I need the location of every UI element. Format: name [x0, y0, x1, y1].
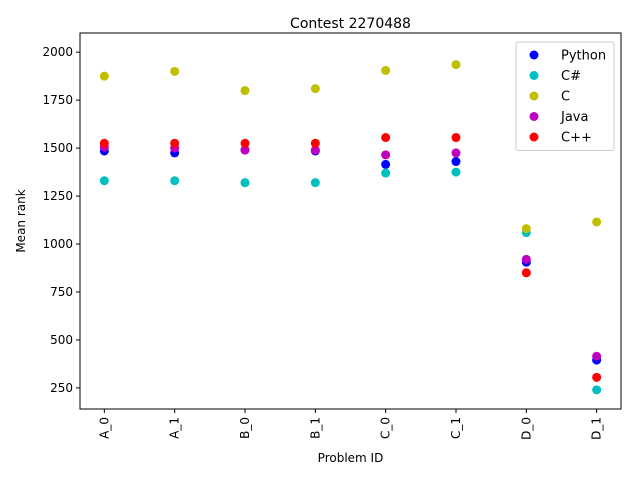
data-point	[521, 254, 531, 264]
x-tick-label: B_1	[308, 417, 322, 439]
data-point	[99, 176, 109, 186]
series-c-	[99, 133, 602, 382]
data-point	[381, 168, 391, 178]
data-point	[451, 148, 461, 158]
legend-label: Python	[561, 49, 606, 64]
legend-label: C#	[561, 69, 581, 84]
y-tick-label: 1250	[42, 189, 73, 203]
data-point	[592, 372, 602, 382]
data-point	[99, 71, 109, 81]
data-point	[592, 385, 602, 395]
data-point	[240, 138, 250, 148]
legend-marker	[529, 112, 539, 121]
y-tick-label: 250	[50, 381, 73, 395]
y-tick-label: 1500	[42, 141, 73, 155]
data-point	[310, 138, 320, 148]
chart-title: Contest 2270488	[290, 16, 411, 32]
data-point	[240, 86, 250, 96]
y-tick-label: 1000	[42, 237, 73, 251]
data-point	[592, 217, 602, 227]
data-point	[310, 178, 320, 188]
data-point	[592, 351, 602, 361]
series-c-	[99, 167, 602, 395]
data-point	[170, 176, 180, 186]
data-point	[451, 157, 461, 167]
data-point	[451, 60, 461, 70]
data-point	[170, 66, 180, 76]
y-axis: 250 500 750 1000 1250 1500 1750 2000	[42, 45, 80, 395]
data-point	[240, 145, 250, 155]
legend-marker	[529, 132, 539, 142]
x-tick-label: C_1	[449, 417, 463, 439]
data-point	[310, 145, 320, 155]
x-tick-label: C_0	[379, 417, 393, 439]
x-tick-label: D_1	[590, 417, 604, 440]
y-tick-label: 2000	[42, 45, 73, 59]
data-point	[521, 224, 531, 234]
x-axis: A_0 A_1 B_0 B_1 C_0 C_1 D_0 D_1	[97, 409, 604, 440]
data-point	[381, 159, 391, 169]
legend-label: C++	[561, 131, 592, 146]
data-points	[99, 60, 602, 395]
data-point	[381, 133, 391, 143]
x-tick-label: D_0	[519, 417, 533, 440]
x-axis-label: Problem ID	[318, 451, 384, 465]
y-tick-label: 1750	[42, 93, 73, 107]
legend-label: Java	[560, 110, 588, 125]
legend-label: C	[561, 90, 570, 105]
data-point	[451, 167, 461, 177]
legend-marker	[529, 50, 539, 60]
y-axis-label: Mean rank	[14, 189, 28, 252]
x-tick-label: B_0	[238, 417, 252, 439]
x-tick-label: A_1	[168, 417, 182, 439]
legend: Python C# C Java C++	[515, 41, 615, 151]
data-point	[521, 268, 531, 278]
legend-box	[515, 41, 615, 151]
x-tick-label: A_0	[97, 417, 111, 439]
data-point	[170, 138, 180, 148]
data-point	[240, 178, 250, 188]
series-c	[99, 60, 602, 234]
data-point	[99, 138, 109, 148]
data-point	[381, 150, 391, 160]
legend-marker	[529, 71, 539, 80]
y-tick-label: 750	[50, 285, 73, 299]
data-point	[381, 65, 391, 75]
data-point	[451, 133, 461, 143]
y-tick-label: 500	[50, 333, 73, 347]
legend-marker	[529, 91, 539, 101]
data-point	[310, 84, 320, 94]
plot-frame	[79, 32, 622, 410]
